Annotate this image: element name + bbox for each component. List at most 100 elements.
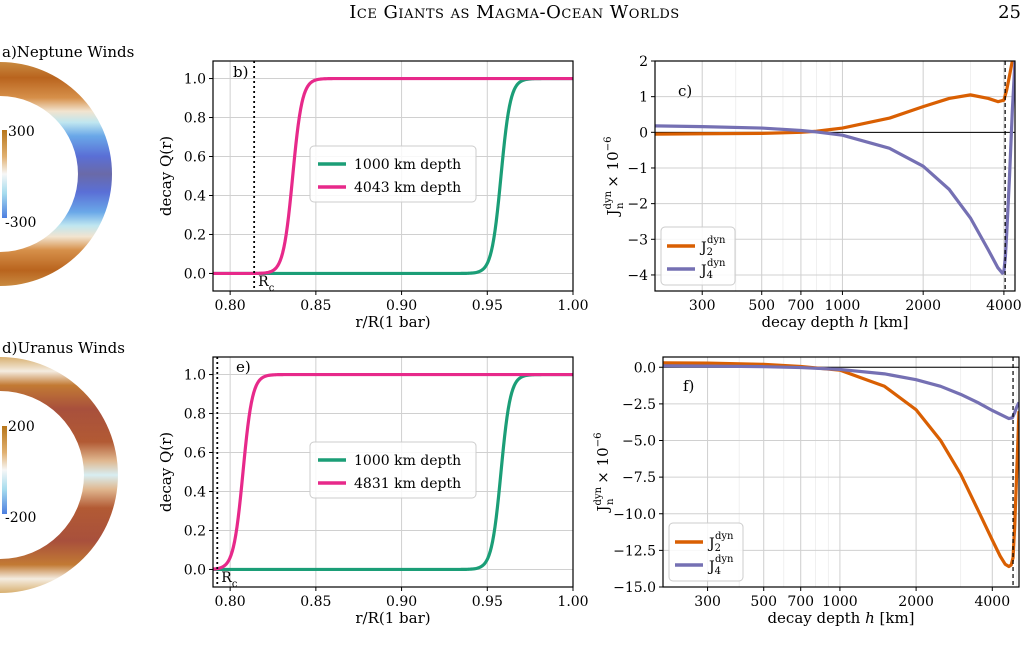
neptune-cbar-max: 300 — [8, 124, 35, 140]
y-tick-label: 0.6 — [184, 150, 206, 166]
legend-box — [309, 441, 477, 499]
axes-frame — [212, 60, 574, 292]
core-radius-label: Rc — [221, 570, 238, 590]
svg-text:Jdynn × 10−6: Jdynn × 10−6 — [603, 137, 626, 218]
x-tick-label: 1.00 — [557, 594, 588, 610]
axes-frame — [212, 356, 574, 588]
core-radius-label: Rc — [258, 274, 275, 294]
x-axis-label: decay depth h [km] — [767, 609, 914, 627]
axes-frame — [654, 60, 1016, 292]
x-tick-label: 0.85 — [300, 594, 331, 610]
panel-b-letter: b) — [233, 63, 248, 81]
neptune-cbar-min: -300 — [5, 215, 36, 231]
y-tick-label: 0.2 — [184, 523, 206, 539]
y-tick-label: 0 — [639, 125, 648, 141]
series-line-0 — [655, 61, 1015, 136]
x-tick-label: 0.95 — [472, 298, 503, 314]
legend-label: J4dyn — [699, 258, 726, 281]
series-group — [213, 372, 573, 572]
x-tick-label: 500 — [750, 594, 777, 610]
x-tick-label: 300 — [694, 594, 721, 610]
x-tick-label: 4000 — [974, 594, 1010, 610]
series-line-1 — [655, 61, 1015, 275]
neptune-wind-ring — [0, 62, 112, 286]
panel-e-chart: 0.80 0.85 0.90 0.95 1.00 0.0 0.2 0.4 0.6 0.8 1.0 Rc… — [157, 356, 589, 627]
page-number: 25 — [998, 2, 1021, 23]
svg-text:Jdynn × 10−6: Jdynn × 10−6 — [593, 433, 616, 514]
x-tick-label: 1.00 — [557, 298, 588, 314]
y-tick-label: 0.6 — [184, 446, 206, 462]
y-tick-label: 0.0 — [184, 266, 206, 282]
y-tick-label: −10.0 — [613, 507, 656, 523]
x-tick-label: 0.95 — [472, 594, 503, 610]
uranus-cbar-max: 200 — [8, 419, 35, 435]
y-axis-label: Jdynn × 10−6 — [603, 137, 626, 218]
y-tick-label: 0.8 — [184, 407, 206, 423]
uranus-colorbar — [2, 426, 7, 514]
x-tick-label: 1000 — [822, 594, 858, 610]
y-tick-label: 0.2 — [184, 227, 206, 243]
x-tick-label: 2000 — [898, 594, 934, 610]
y-tick-label: 0.4 — [184, 188, 206, 204]
legend-label: J2dyn — [707, 531, 734, 554]
series-line-1 — [213, 76, 573, 276]
panel-d-label: d)Uranus Winds — [2, 339, 125, 357]
x-tick-label: 1000 — [825, 298, 861, 314]
x-tick-label: 0.80 — [215, 594, 246, 610]
x-tick-label: 2000 — [905, 298, 941, 314]
series-group — [213, 76, 573, 276]
y-tick-label: 0.0 — [634, 360, 656, 376]
neptune-colorbar — [2, 130, 7, 218]
x-tick-label: 0.85 — [300, 298, 331, 314]
y-tick-label: −2 — [627, 197, 648, 213]
x-tick-label: 500 — [748, 298, 775, 314]
legend-label: J2dyn — [699, 235, 726, 258]
x-tick-label: 700 — [788, 298, 815, 314]
uranus-cbar-min: -200 — [5, 510, 36, 526]
panel-e-letter: e) — [236, 358, 251, 376]
y-tick-label: 0.4 — [184, 484, 206, 500]
panel-b-chart: 0.80 0.85 0.90 0.95 1.00 0.0 0.2 0.4 0.6 0.8 1.0 Rc… — [157, 60, 589, 331]
y-tick-label: 1 — [639, 90, 648, 106]
panel-c-chart: 300 500 700 1000 2000 4000 −4 −3 −2 −1 0 1 2 c) decay … — [603, 54, 1022, 331]
x-tick-label: 4000 — [986, 298, 1022, 314]
y-tick-label: 1.0 — [184, 368, 206, 384]
x-tick-label: 0.80 — [215, 298, 246, 314]
y-tick-label: −5.0 — [622, 434, 656, 450]
series-line-1 — [213, 372, 573, 571]
uranus-wind-ring — [0, 357, 118, 593]
y-tick-label: −15.0 — [613, 580, 656, 596]
y-tick-label: −3 — [627, 232, 648, 248]
legend-label: 1000 km depth — [354, 157, 461, 173]
panel-f-letter: f) — [683, 377, 694, 395]
y-tick-label: 0.0 — [184, 562, 206, 578]
y-axis-label: Jdynn × 10−6 — [593, 433, 616, 514]
y-tick-label: −2.5 — [622, 397, 656, 413]
x-tick-label: 300 — [689, 298, 716, 314]
x-tick-label: 0.90 — [386, 594, 417, 610]
y-axis-label: decay Q(r) — [157, 136, 175, 216]
panel-a-label: a)Neptune Winds — [2, 43, 135, 61]
y-tick-label: 1.0 — [184, 72, 206, 88]
legend-label: 4831 km depth — [354, 476, 461, 492]
series-line-0 — [213, 76, 573, 276]
y-tick-label: −4 — [627, 268, 648, 284]
y-tick-label: −7.5 — [622, 470, 656, 486]
series-line-0 — [213, 372, 573, 572]
x-axis-label: r/R(1 bar) — [355, 313, 430, 331]
x-tick-label: 0.90 — [386, 298, 417, 314]
x-axis-label: r/R(1 bar) — [355, 609, 430, 627]
y-tick-label: 2 — [639, 54, 648, 70]
x-tick-label: 700 — [787, 594, 814, 610]
y-tick-label: 0.8 — [184, 111, 206, 127]
series-line-1 — [663, 364, 1019, 421]
y-axis-label: decay Q(r) — [157, 432, 175, 512]
legend-box — [309, 145, 477, 203]
legend-label: 1000 km depth — [354, 453, 461, 469]
series-group — [655, 61, 1015, 275]
legend-label: 4043 km depth — [354, 180, 461, 196]
axes-frame — [662, 356, 1020, 588]
panel-f-chart: 300 500 700 1000 2000 4000 −15.0 −12.5 −10.0 −7.5… — [593, 356, 1020, 627]
running-head: Ice Giants as Magma-Ocean Worlds — [349, 2, 680, 23]
